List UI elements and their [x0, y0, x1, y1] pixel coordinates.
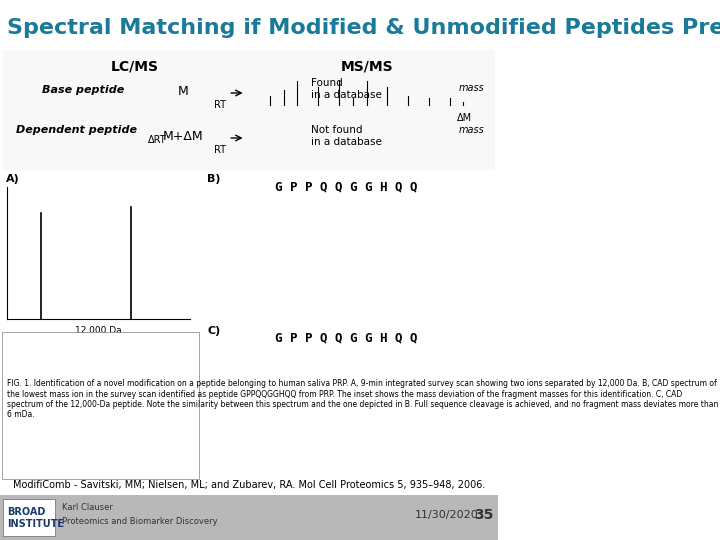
- Text: 35: 35: [474, 508, 493, 522]
- Text: Proteomics and Biomarker Discovery: Proteomics and Biomarker Discovery: [62, 517, 218, 526]
- Text: ΔM: ΔM: [456, 113, 472, 123]
- Text: C): C): [207, 326, 221, 335]
- Text: B): B): [207, 174, 221, 184]
- Text: ModifiComb - Savitski, MM; Nielsen, ML; and Zubarev, RA. Mol Cell Proteomics 5, : ModifiComb - Savitski, MM; Nielsen, ML; …: [13, 480, 485, 490]
- Text: RT: RT: [215, 145, 226, 155]
- Text: mass: mass: [459, 83, 484, 93]
- Text: LC/MS: LC/MS: [111, 60, 159, 74]
- Text: RT: RT: [215, 100, 226, 110]
- Text: G P P Q Q G G H Q Q: G P P Q Q G G H Q Q: [274, 332, 417, 345]
- FancyBboxPatch shape: [4, 499, 55, 536]
- Text: Karl Clauser: Karl Clauser: [62, 503, 113, 512]
- Text: mass: mass: [459, 125, 484, 135]
- Text: FIG. 1. Identification of a novel modification on a peptide belonging to human s: FIG. 1. Identification of a novel modifi…: [7, 379, 719, 420]
- FancyBboxPatch shape: [4, 50, 495, 170]
- FancyBboxPatch shape: [0, 495, 498, 540]
- Text: Not found
in a database: Not found in a database: [311, 125, 382, 146]
- Text: M: M: [178, 85, 189, 98]
- Text: G P P Q Q G G H Q Q: G P P Q Q G G H Q Q: [274, 180, 417, 193]
- Text: 11/30/2020: 11/30/2020: [415, 510, 479, 520]
- Text: Spectral Matching if Modified & Unmodified Peptides Present: Spectral Matching if Modified & Unmodifi…: [7, 18, 720, 38]
- Text: BROAD
INSTITUTE: BROAD INSTITUTE: [7, 507, 64, 529]
- Text: ΔRT: ΔRT: [148, 135, 167, 145]
- Text: A): A): [6, 174, 19, 184]
- Text: Dependent peptide: Dependent peptide: [16, 125, 137, 135]
- Text: Base peptide: Base peptide: [42, 85, 124, 95]
- FancyBboxPatch shape: [2, 332, 199, 479]
- Text: MS/MS: MS/MS: [341, 60, 393, 74]
- Text: 12,000 Da: 12,000 Da: [76, 327, 122, 335]
- Text: Found
in a database: Found in a database: [311, 78, 382, 99]
- Text: M+ΔM: M+ΔM: [163, 130, 204, 143]
